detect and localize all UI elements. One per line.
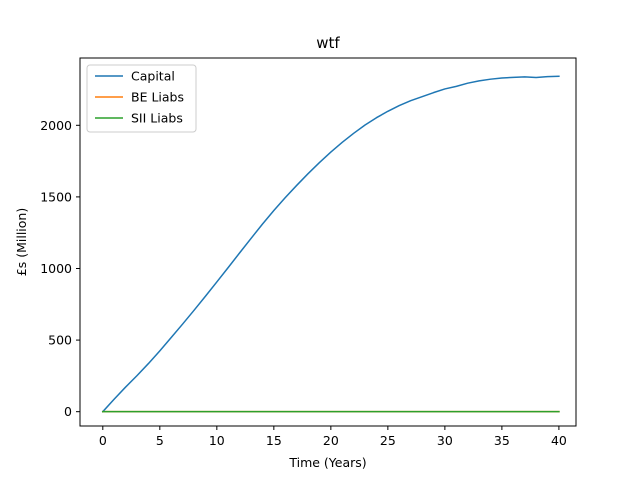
legend-label-sii-liabs: SII Liabs: [131, 111, 183, 126]
legend-entries: Capital BE Liabs SII Liabs: [95, 69, 184, 126]
ticks-layer: 0 5 10 15 20 25 30 35 40 0 500 1000 1500 2000: [40, 118, 567, 448]
x-tick-label: 25: [380, 433, 396, 448]
x-tick-label: 30: [437, 433, 453, 448]
legend-label-capital: Capital: [131, 69, 175, 84]
y-tick-label: 0: [64, 404, 72, 419]
x-axis-label: Time (Years): [288, 455, 366, 470]
y-tick-label: 1000: [40, 261, 72, 276]
x-tick-label: 35: [494, 433, 510, 448]
x-tick-label: 40: [551, 433, 567, 448]
x-tick-label: 15: [266, 433, 282, 448]
x-tick-label: 20: [323, 433, 339, 448]
series-line-capital: [101, 75, 560, 413]
legend-label-be-liabs: BE Liabs: [131, 90, 184, 105]
x-tick-label: 0: [99, 433, 107, 448]
chart-title: wtf: [316, 34, 340, 52]
y-tick-label: 1500: [40, 189, 72, 204]
y-axis-label: £s (Million): [14, 208, 29, 276]
y-tick-label: 500: [48, 333, 72, 348]
series-layer: [101, 75, 560, 413]
x-tick-label: 10: [209, 433, 225, 448]
x-tick-label: 5: [156, 433, 164, 448]
legend-box: [86, 64, 197, 133]
plot-frame: [79, 57, 577, 427]
legend: Capital BE Liabs SII Liabs: [86, 64, 197, 133]
y-tick-label: 2000: [40, 118, 72, 133]
